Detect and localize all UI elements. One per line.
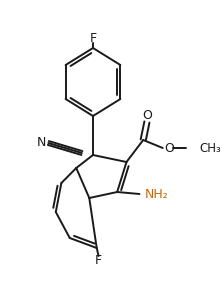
- Text: CH₃: CH₃: [199, 141, 221, 155]
- Text: F: F: [89, 32, 97, 44]
- Text: N: N: [37, 136, 47, 148]
- Text: NH₂: NH₂: [145, 188, 169, 200]
- Text: F: F: [95, 255, 102, 267]
- Text: O: O: [164, 141, 174, 155]
- Text: O: O: [142, 109, 152, 121]
